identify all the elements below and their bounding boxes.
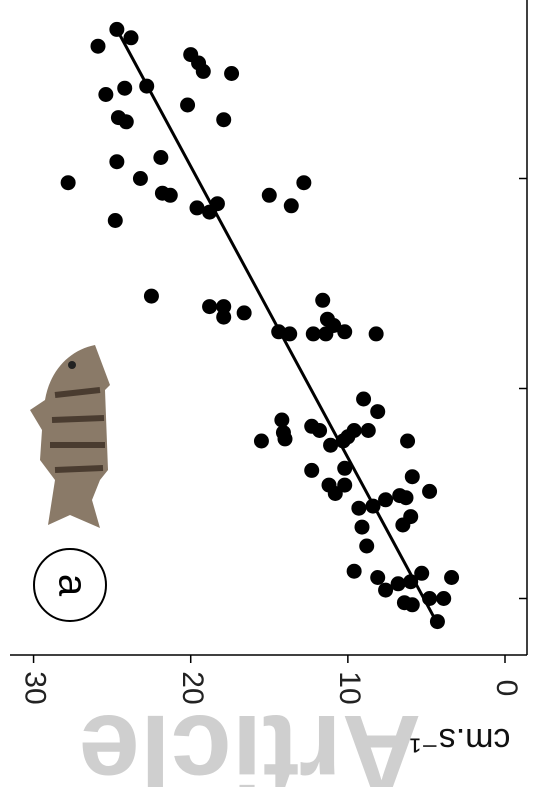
panel-label: a	[50, 574, 94, 597]
point	[403, 574, 419, 590]
point	[261, 187, 277, 203]
point	[323, 437, 339, 453]
point	[351, 500, 367, 516]
point	[282, 326, 298, 342]
point	[195, 63, 211, 79]
point	[123, 30, 139, 46]
point	[404, 469, 420, 485]
point	[359, 538, 375, 554]
point	[398, 490, 414, 506]
point	[216, 309, 232, 325]
point	[216, 299, 232, 315]
point	[180, 97, 196, 113]
point	[327, 486, 343, 501]
point	[368, 326, 384, 342]
point	[346, 563, 362, 579]
point	[370, 570, 386, 585]
point	[216, 112, 232, 128]
point	[60, 175, 76, 191]
point	[224, 66, 240, 81]
point	[189, 200, 205, 216]
point	[337, 460, 353, 476]
point	[337, 324, 353, 340]
point	[253, 433, 269, 449]
point	[90, 38, 106, 54]
y-tick-label: 20	[176, 671, 209, 704]
point	[296, 175, 312, 191]
point	[312, 423, 328, 438]
point	[404, 597, 420, 613]
point	[132, 171, 148, 186]
y-axis-label: cm.s⁻¹	[409, 721, 510, 759]
point	[109, 154, 125, 170]
point	[162, 187, 178, 203]
point	[360, 423, 376, 438]
point	[356, 391, 372, 407]
point	[304, 462, 320, 478]
y-tick-label: 0	[490, 680, 523, 697]
point	[107, 213, 123, 228]
point	[277, 431, 293, 447]
point	[315, 292, 331, 308]
fish-icon	[30, 345, 110, 528]
point	[414, 565, 430, 581]
point	[283, 198, 299, 214]
y-tick-label: 30	[19, 671, 52, 704]
point	[395, 517, 411, 533]
watermark: Article	[79, 692, 421, 787]
point	[202, 299, 218, 315]
point	[378, 492, 394, 508]
point	[436, 591, 452, 606]
y-tick-label: 10	[333, 671, 366, 704]
point	[236, 305, 252, 321]
point	[305, 326, 321, 342]
point	[400, 433, 416, 449]
point	[354, 519, 370, 535]
point	[422, 483, 438, 499]
point	[143, 288, 159, 304]
point	[390, 576, 406, 592]
point	[98, 87, 114, 102]
point	[117, 80, 133, 96]
point	[118, 114, 134, 130]
point	[274, 412, 290, 428]
point	[318, 326, 334, 342]
point	[444, 570, 460, 585]
point	[153, 150, 169, 165]
panel-circle	[33, 548, 107, 622]
fit-line	[115, 28, 439, 625]
point	[378, 582, 394, 598]
point	[370, 404, 386, 420]
